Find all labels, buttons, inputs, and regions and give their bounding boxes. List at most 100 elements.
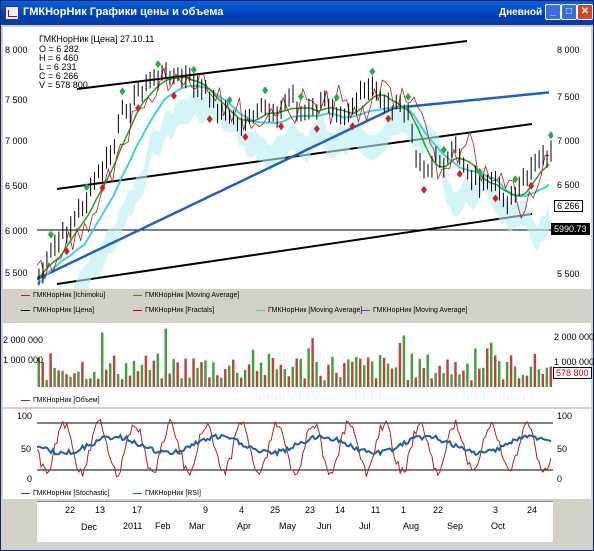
volume-bar [450,374,453,387]
volume-bar [517,378,521,387]
x-month-label: Aug [403,521,420,531]
x-day-label: 22 [433,505,444,515]
maximize-button[interactable]: □ [561,4,577,20]
volume-bar [49,353,52,387]
osc-tick-left: 100 [17,411,33,421]
volume-bar [501,379,505,387]
volume-bar [45,379,48,387]
x-month-label: May [279,521,297,531]
channel-line [56,213,533,285]
volume-bar [386,363,390,387]
fractal-up-marker [119,87,126,96]
volume-bar [180,378,183,387]
price-chart[interactable] [37,29,553,289]
x-day-label: 13 [95,505,106,515]
volume-bar [374,378,378,387]
period-selector[interactable]: Дневной [499,7,543,18]
legend-stochastic: ГМКНорНик [Stochastic] [21,490,110,497]
x-day-label: 11 [371,505,381,515]
volume-bar [93,371,96,387]
volume-bar [224,368,227,387]
volume-bar [81,361,84,387]
minimize-button[interactable]: _ [545,4,561,20]
volume-bar [422,367,425,387]
volume-bar [414,377,418,387]
rsi-line [37,433,552,457]
volume-bar [144,355,148,387]
volume-tick-right: 1 000 000 [554,357,594,367]
volume-bar [323,380,326,387]
fractal-down-marker [528,181,535,190]
channel-line [76,40,468,90]
oscillator-chart[interactable] [37,413,553,483]
volume-bar [267,353,271,387]
x-day-label: 4 [239,505,245,515]
volume-bar [362,365,366,387]
volume-bar [160,378,164,387]
fractal-up-marker [548,131,553,140]
volume-tick-right: 2 000 000 [554,332,594,342]
fractal-up-marker [262,86,269,95]
volume-bar [208,377,211,387]
volume-bar [152,360,156,387]
fractal-down-marker [170,91,177,100]
time-axis[interactable]: 22 13 17 9 4 25 23 14 11 1 22 3 24 Dec 2… [37,501,553,542]
volume-bar [394,367,398,387]
price-tick-right: 8 000 [557,45,580,55]
x-day-label: 1 [401,505,407,515]
volume-bar [402,335,406,387]
volume-bar [513,366,517,387]
price-panel[interactable] [3,27,591,289]
volume-bar [406,380,410,387]
volume-bar [505,361,509,387]
fractal-down-marker [278,122,285,131]
volume-bar [355,357,358,387]
x-day-label: 3 [493,505,499,515]
volume-bar [231,359,235,387]
title-bar[interactable]: ГМКНорНик Графики цены и объема Дневной … [1,1,593,25]
volume-bar [216,375,219,387]
volume-bar [69,376,72,387]
legend-fractals: ГМКНорНик [Fractals] [133,307,214,314]
x-day-label: 25 [270,505,281,515]
volume-bar [101,332,104,387]
volume-bar [525,375,529,387]
volume-bar [474,348,477,387]
fractal-up-marker [47,230,54,239]
osc-tick-left: 50 [21,444,32,454]
legend-swatch [133,492,142,494]
volume-bar [303,378,306,387]
osc-tick-right: 0 [557,474,563,484]
x-month-label: 2011 [123,521,143,531]
legend-swatch [21,294,30,296]
window-title: ГМКНорНик Графики цены и объема [23,6,224,18]
fractal-up-marker [440,145,447,154]
volume-bar [85,379,88,387]
fractal-down-marker [242,133,249,142]
volume-bar [343,363,346,387]
volume-bar [77,371,80,387]
price-tick-left: 6 000 [5,226,28,236]
volume-bar [545,367,549,387]
volume-bar [235,372,239,387]
volume-bar [426,354,429,387]
volume-bar [370,361,374,387]
info-open: O = 6 282 [39,44,79,54]
volume-bar [331,356,334,387]
close-button[interactable]: ✕ [577,4,593,20]
x-day-label: 23 [305,505,316,515]
osc-tick-left: 0 [27,474,33,484]
volume-bar [478,368,481,387]
fractal-up-marker [226,96,233,105]
volume-bar [442,373,445,387]
volume-bar [299,358,302,387]
volume-chart[interactable] [37,325,553,393]
volume-bar [541,374,545,387]
volume-bar [263,374,267,387]
x-day-label: 22 [65,505,76,515]
legend-swatch [21,399,30,401]
osc-tick-right: 100 [557,411,573,421]
info-close: C = 6 266 [39,71,79,81]
volume-bar [279,364,283,387]
volume-bar [311,338,314,387]
